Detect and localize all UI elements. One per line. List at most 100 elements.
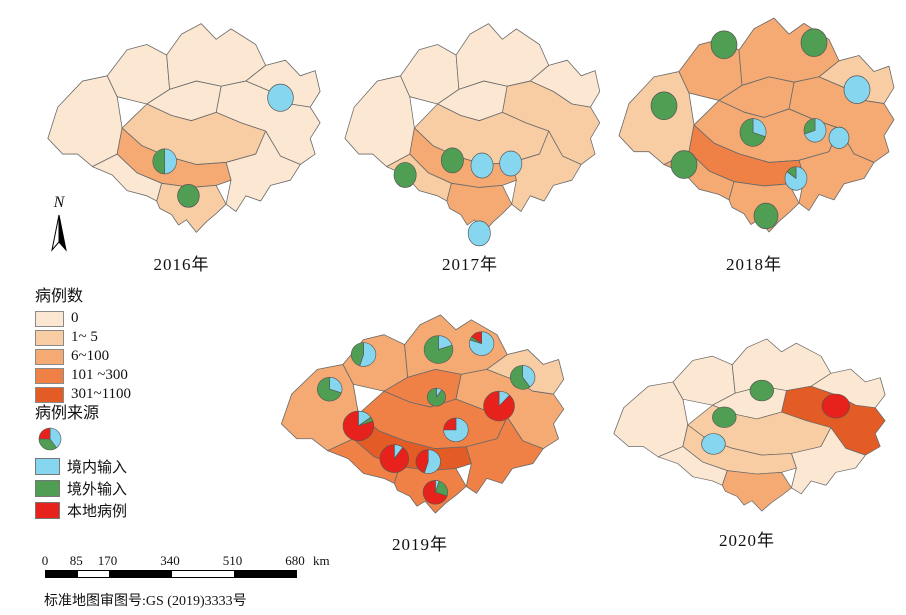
pie-chart xyxy=(393,162,417,188)
north-arrow: N xyxy=(46,194,72,260)
legend-source-row-1: 境外输入 xyxy=(35,477,127,499)
sample-pie-icon xyxy=(38,427,62,451)
map-2020-svg xyxy=(613,338,886,512)
pie-chart xyxy=(739,118,767,147)
scalebar-bar xyxy=(45,570,297,578)
pie-chart xyxy=(470,152,494,179)
map-2017: 2017年 xyxy=(331,8,609,275)
case-class-label: 0 xyxy=(71,310,79,326)
scalebar-tick-label: 340 xyxy=(160,553,180,568)
map-2016-svg xyxy=(47,23,321,233)
pie-chart xyxy=(670,150,698,179)
year-label-2017: 2017年 xyxy=(442,255,498,274)
source-swatch xyxy=(35,501,60,519)
year-label-2016: 2016年 xyxy=(153,255,210,274)
case-class-swatch xyxy=(35,386,64,403)
legend-source-row-0: 境内输入 xyxy=(35,455,127,477)
map-2017-svg xyxy=(344,23,601,247)
legend-source: 病例来源 境内输入境外输入本地病例 xyxy=(35,399,127,521)
region-baise xyxy=(280,364,359,452)
region-baise xyxy=(344,75,415,168)
legend-source-list: 境内输入境外输入本地病例 xyxy=(35,455,127,521)
pie-chart xyxy=(800,28,828,57)
source-label: 境内输入 xyxy=(67,459,128,476)
legend-source-title: 病例来源 xyxy=(35,405,100,422)
pie-chart xyxy=(317,377,343,402)
pie-chart xyxy=(803,118,827,143)
source-swatch xyxy=(35,457,60,475)
legend-case-class-list: 0 1~ 5 6~100 101 ~300 301~1100 xyxy=(35,309,131,404)
pie-chart xyxy=(379,444,409,473)
source-swatch xyxy=(35,479,60,497)
source-label: 本地病例 xyxy=(67,503,128,520)
case-class-swatch xyxy=(35,310,64,327)
region-chongzuo xyxy=(657,446,728,486)
pie-chart xyxy=(267,83,294,112)
pie-chart xyxy=(350,342,377,367)
scalebar-tick-label: 510 xyxy=(222,553,243,568)
case-class-swatch xyxy=(35,367,64,384)
pie-chart xyxy=(426,387,446,407)
scalebar-segment xyxy=(77,571,110,577)
pie-chart xyxy=(177,183,200,208)
year-label-2020: 2020年 xyxy=(719,531,775,550)
case-class-label: 6~100 xyxy=(71,348,110,364)
case-class-label: 301~1100 xyxy=(71,386,132,402)
scalebar-tick-label: 170 xyxy=(97,553,118,568)
case-class-swatch xyxy=(35,348,64,365)
scalebar-tick-label: 0 xyxy=(41,553,49,568)
region-chongzuo xyxy=(92,153,163,202)
legend-cases: 病例数 0 1~ 5 6~100 101 ~300 301~1100 xyxy=(35,282,131,404)
pie-chart xyxy=(38,427,62,451)
pie-chart xyxy=(483,390,515,422)
case-class-label: 101 ~300 xyxy=(71,367,128,383)
pie-chart xyxy=(440,147,464,174)
legend-case-row-1: 1~ 5 xyxy=(35,328,131,347)
scalebar-tick-label: 85 xyxy=(69,553,83,568)
legend-case-row-2: 6~100 xyxy=(35,347,131,366)
map-2019: 2019年 xyxy=(266,300,574,555)
region-baise xyxy=(47,75,123,168)
map-2018: 2018年 xyxy=(604,2,904,275)
pie-chart xyxy=(749,379,774,402)
pie-chart xyxy=(443,417,469,443)
pie-chart xyxy=(467,220,491,247)
pie-chart xyxy=(828,126,850,149)
pie-chart xyxy=(821,393,850,419)
scalebar-segment xyxy=(109,571,172,577)
pie-chart xyxy=(710,30,738,60)
region-baise xyxy=(613,381,689,458)
legend-case-row-4: 301~1100 xyxy=(35,385,131,404)
map-approval-number: 标准地图审图号:GS (2019)3333号 xyxy=(44,594,247,609)
scalebar-segment xyxy=(172,571,235,577)
pie-chart xyxy=(753,202,779,230)
pie-chart xyxy=(422,480,448,505)
year-label-2018: 2018年 xyxy=(726,255,782,274)
region-coast xyxy=(721,470,792,512)
scale-bar: 0 85 170 340 510 680 km xyxy=(41,553,375,583)
pie-chart xyxy=(342,410,375,442)
pie-chart xyxy=(423,335,454,364)
legend-case-row-3: 101 ~300 xyxy=(35,366,131,385)
region-coast xyxy=(446,182,513,233)
pie-chart xyxy=(469,331,495,356)
map-2018-svg xyxy=(618,17,895,233)
scalebar-unit: km xyxy=(313,553,330,568)
north-label: N xyxy=(53,194,65,211)
pie-chart xyxy=(784,166,808,191)
legend-case-row-0: 0 xyxy=(35,309,131,328)
pie-chart xyxy=(701,433,726,455)
pie-chart xyxy=(415,449,441,474)
case-class-swatch xyxy=(35,329,64,346)
pie-chart xyxy=(712,406,737,428)
pie-chart xyxy=(152,148,177,175)
scalebar-segment xyxy=(234,571,296,577)
source-label: 境外输入 xyxy=(67,481,128,498)
year-label-2019: 2019年 xyxy=(392,535,448,554)
pie-chart xyxy=(499,150,523,177)
map-2020: 2020年 xyxy=(599,326,895,551)
legend-cases-title: 病例数 xyxy=(35,288,84,305)
pie-chart xyxy=(650,91,678,121)
scalebar-tick-label: 680 xyxy=(285,553,305,568)
